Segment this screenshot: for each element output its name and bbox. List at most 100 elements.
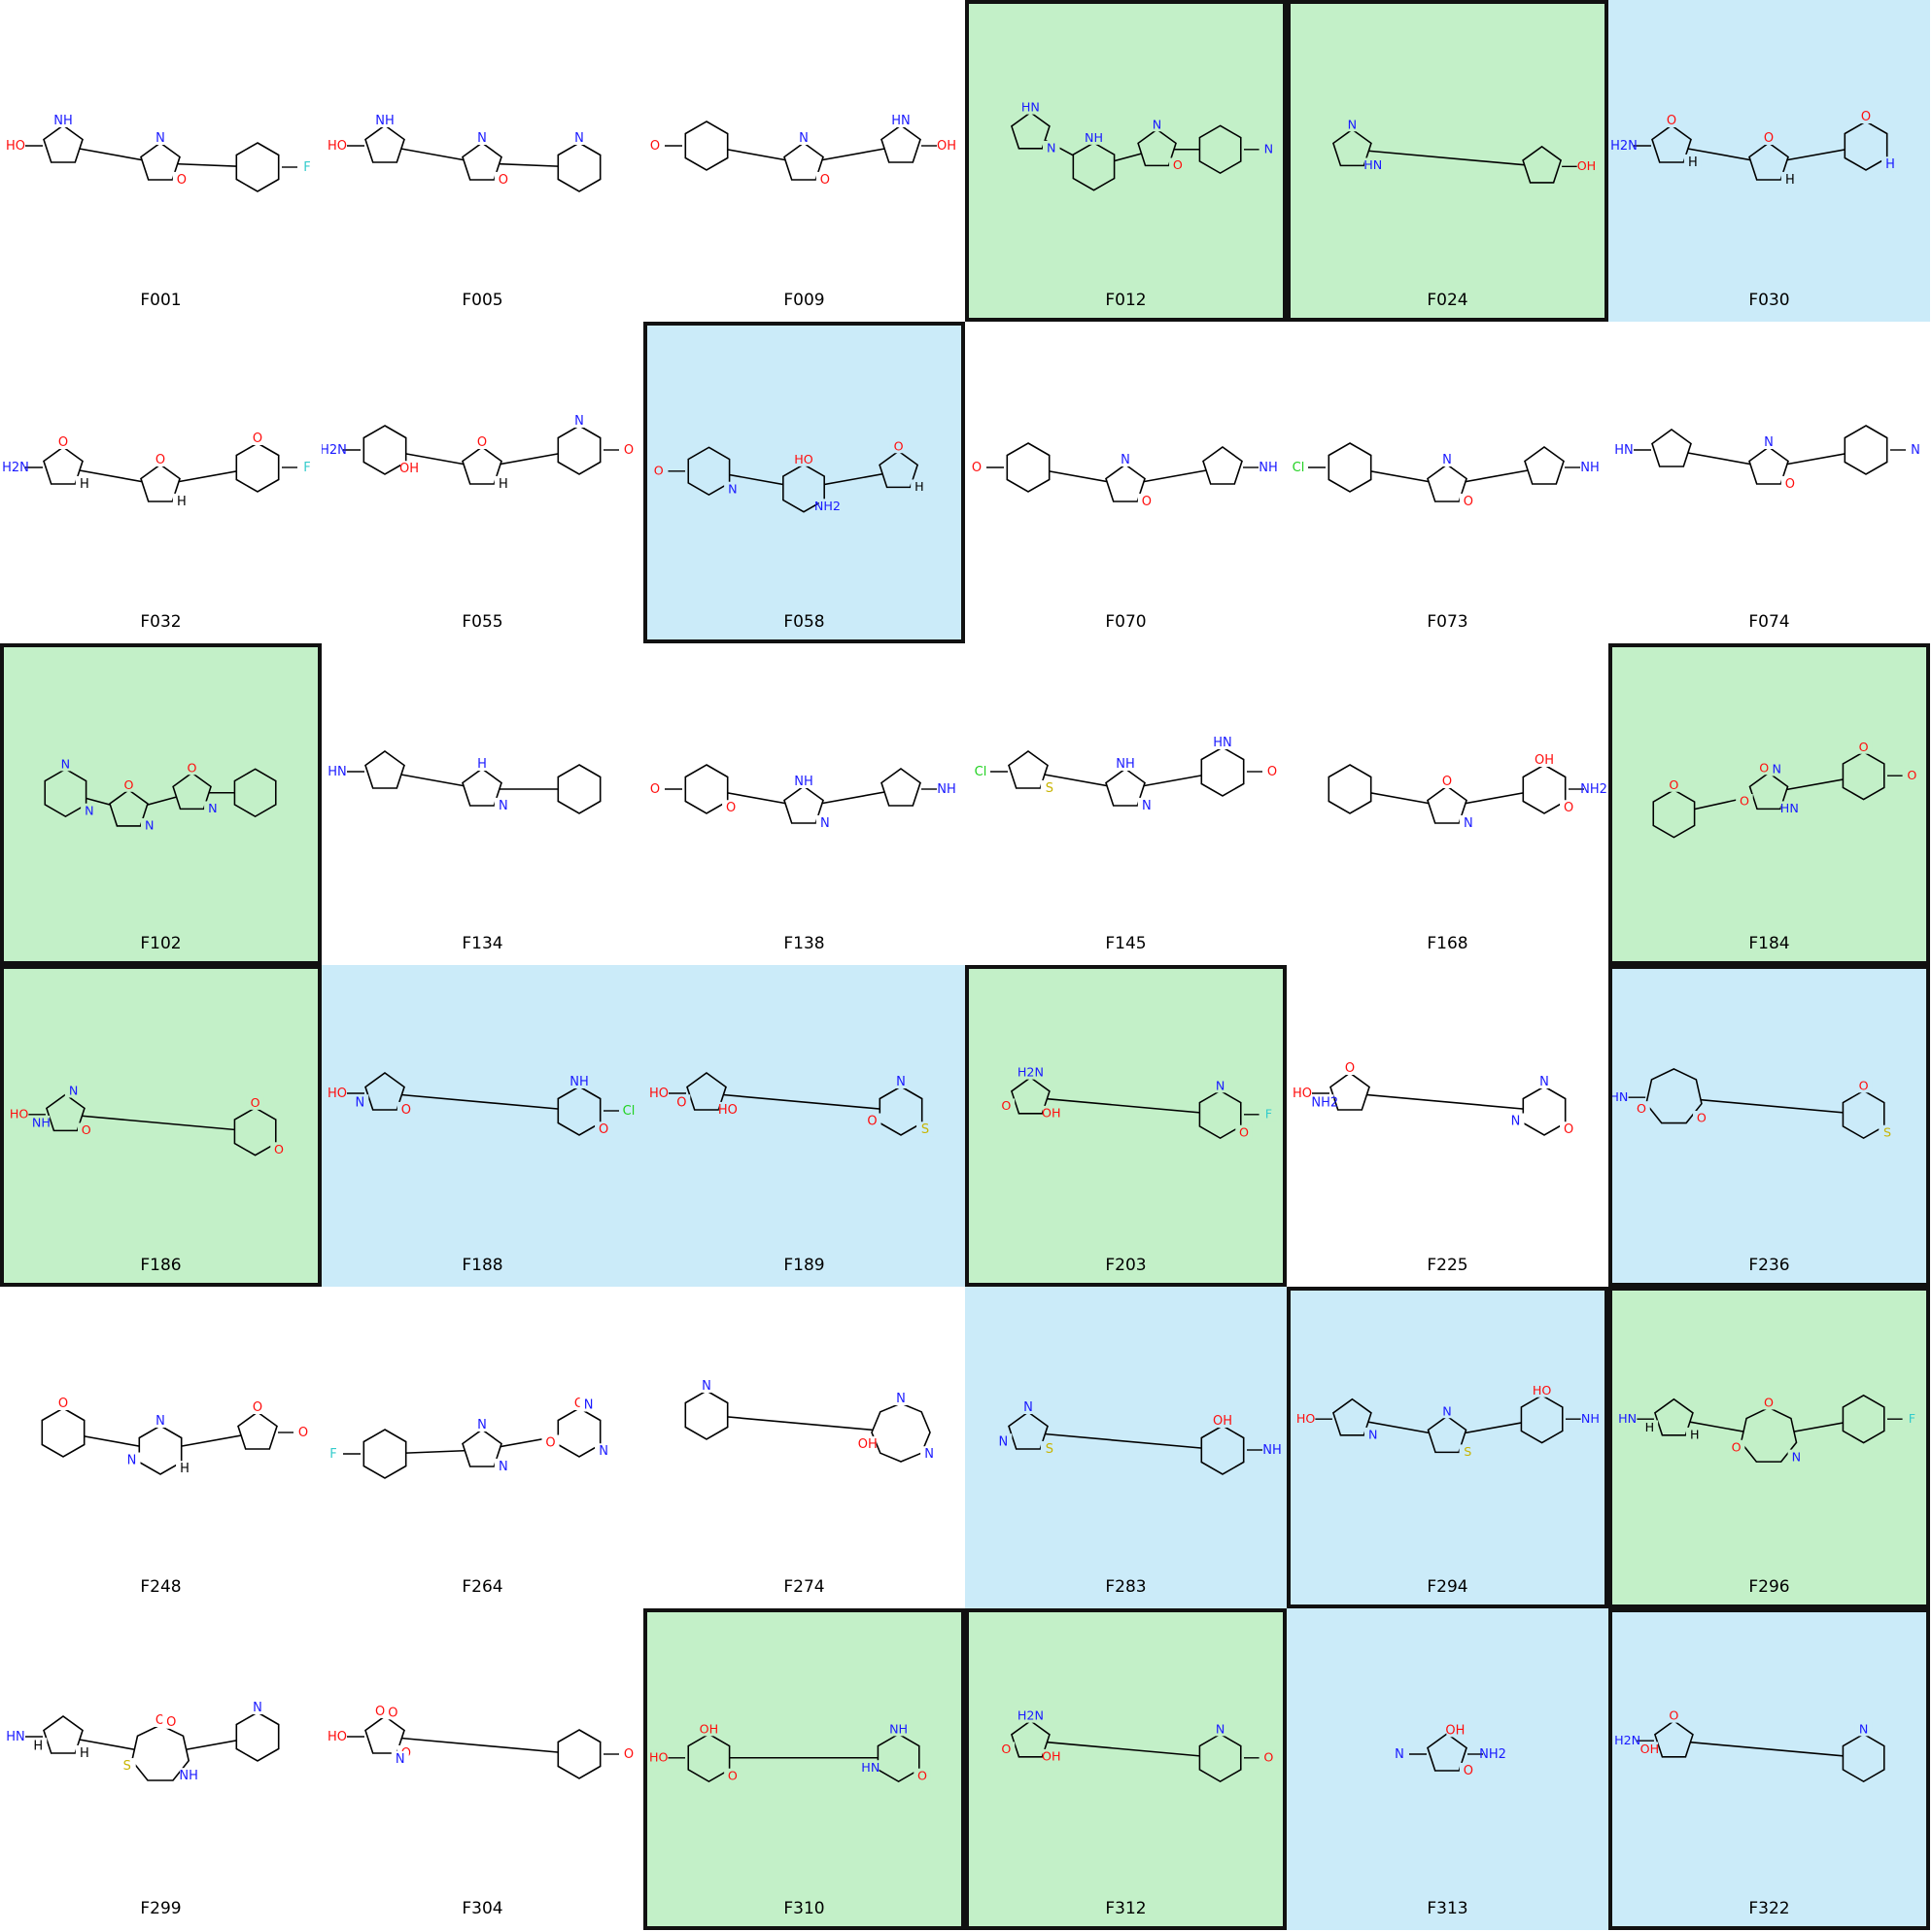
atom-label: OH xyxy=(1213,1414,1232,1429)
atom-label: OH xyxy=(1445,1723,1465,1738)
atom-label-bg xyxy=(1633,1101,1650,1116)
molecule-structure: HO N N S HO NH xyxy=(1296,1383,1600,1459)
atom-label: H xyxy=(499,477,508,492)
compound-id-label: F005 xyxy=(462,291,503,310)
atom-label: N xyxy=(574,414,584,429)
atom-label: O xyxy=(654,464,664,478)
compound-id-label: F312 xyxy=(1105,1899,1147,1918)
atom-label: O xyxy=(1697,1111,1707,1125)
atom-label-bg xyxy=(162,1713,181,1729)
atom-label: HO xyxy=(649,1087,669,1101)
ring xyxy=(1427,1733,1467,1772)
atom-label: S xyxy=(1046,781,1053,796)
atom-label-bg xyxy=(1665,777,1683,792)
ring xyxy=(43,1715,84,1754)
atom-label-bg xyxy=(620,1103,638,1118)
atom-label-bg xyxy=(1640,1742,1659,1757)
atom-label: HO xyxy=(649,1750,669,1765)
atom-label-bg xyxy=(391,1750,409,1766)
compound-id-label: F073 xyxy=(1427,612,1468,632)
atom-label: F xyxy=(329,1447,336,1462)
atom-label: H2N xyxy=(2,461,29,475)
molecule-structure: OHOHOONO xyxy=(328,1704,638,1779)
atom-label: O xyxy=(545,1436,555,1451)
ring xyxy=(233,1107,277,1156)
atom-label: O xyxy=(574,1397,584,1411)
atom-label-bg xyxy=(473,1417,491,1432)
atom-label-bg xyxy=(916,1121,935,1137)
atom-label: N xyxy=(896,1075,906,1089)
compound-tile: HN H H O N O F F296 xyxy=(1608,1287,1930,1608)
bond xyxy=(65,1113,256,1133)
atom-label: HO xyxy=(1293,1087,1312,1101)
atom-label-bg xyxy=(1727,1439,1745,1455)
ring xyxy=(1652,788,1696,839)
atom-label-bg xyxy=(579,1397,598,1412)
atom-label-bg xyxy=(494,171,512,187)
molecule-structure: HN H H O N O F xyxy=(1618,1394,1921,1464)
atom-label-bg xyxy=(1040,779,1058,795)
molecule-structure: HO O N NH O Cl xyxy=(328,1072,638,1137)
compound-tile: H2N OH O H N O F055 xyxy=(322,322,643,643)
atom-label-bg xyxy=(911,479,928,495)
compound-id-label: F299 xyxy=(140,1899,182,1918)
molecule-structure: O H H2N O H O F xyxy=(2,431,316,509)
compound-id-label: F225 xyxy=(1427,1256,1468,1275)
atom-label-bg xyxy=(328,1086,346,1100)
ring xyxy=(1198,1089,1242,1140)
atom-label: O xyxy=(1464,1764,1473,1778)
atom-label-bg xyxy=(1581,1411,1600,1427)
atom-label-bg xyxy=(1438,452,1456,466)
atom-label-bg xyxy=(1736,794,1753,809)
atom-label: F xyxy=(1265,1107,1272,1121)
atom-label: O xyxy=(1239,1124,1249,1139)
compound-id-label: F058 xyxy=(783,612,825,632)
ring xyxy=(879,1086,923,1136)
ring xyxy=(1645,1068,1703,1124)
atom-label: HN xyxy=(1612,1089,1628,1104)
atom-label-bg xyxy=(351,1094,369,1110)
bond xyxy=(384,1736,580,1755)
ring xyxy=(557,764,602,814)
atom-label: N xyxy=(574,131,584,146)
atom-label: O xyxy=(1667,114,1676,128)
atom-label: O xyxy=(1267,765,1277,779)
compound-tile: O H H2N O H O F F032 xyxy=(0,322,322,643)
atom-label-bg xyxy=(473,434,491,449)
atom-label-bg xyxy=(249,1700,266,1714)
atom-label-bg xyxy=(889,1721,908,1737)
molecule-structure: O H H2N O H O H xyxy=(1610,109,1900,188)
molecule-structure: NH HO N O N xyxy=(328,113,602,192)
atom-label: O xyxy=(972,461,982,475)
atom-label: N xyxy=(1153,117,1161,131)
atom-label: NH xyxy=(1262,1443,1282,1458)
ring xyxy=(1006,442,1051,493)
atom-label-bg xyxy=(1235,1124,1253,1140)
atom-label: H xyxy=(80,477,89,492)
atom-label: H2N xyxy=(322,443,347,458)
ring xyxy=(1520,1394,1564,1444)
ring xyxy=(233,768,277,818)
ring xyxy=(1844,121,1888,171)
atom-label: HN xyxy=(1618,1411,1637,1426)
compound-id-label: F168 xyxy=(1427,934,1468,953)
compound-tile: N S N OH NH F283 xyxy=(965,1287,1287,1608)
atom-label: O xyxy=(599,1122,608,1137)
atom-label-bg xyxy=(1854,740,1873,754)
atom-label-bg xyxy=(595,1121,613,1137)
ring xyxy=(140,142,181,181)
atom-label: O xyxy=(253,1400,262,1415)
ring xyxy=(130,1724,190,1781)
atom-label-bg xyxy=(1214,735,1231,749)
ring xyxy=(1842,1733,1885,1783)
atom-label: OH xyxy=(700,1721,719,1736)
compound-id-label: F313 xyxy=(1427,1899,1468,1918)
compound-tile: O N HO NH2 O H F058 xyxy=(643,322,965,643)
atom-label: H xyxy=(180,1462,190,1476)
atom-label: N xyxy=(1442,1403,1451,1418)
atom-label-bg xyxy=(722,800,741,815)
atom-label-bg xyxy=(892,113,910,127)
atom-label: O xyxy=(388,1706,397,1720)
atom-label: HN xyxy=(328,765,347,779)
